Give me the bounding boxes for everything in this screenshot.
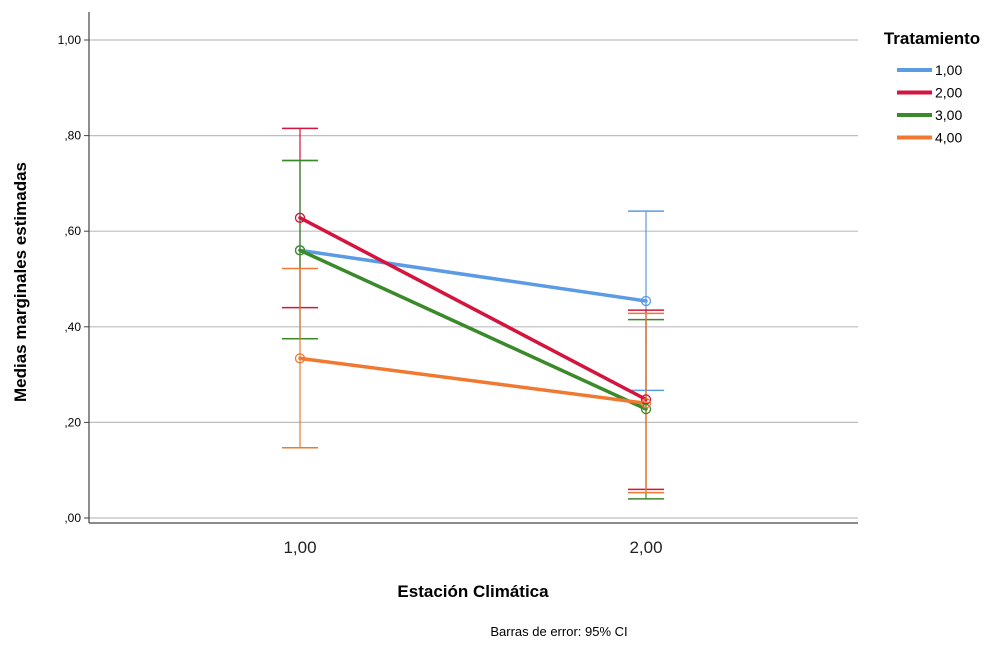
legend-title: Tratamiento (884, 29, 980, 48)
legend-label: 2,00 (935, 85, 962, 101)
x-tick-label: 2,00 (629, 538, 662, 557)
x-tick-label: 1,00 (283, 538, 316, 557)
data-point (640, 398, 652, 409)
error-bar-footnote: Barras de error: 95% CI (490, 624, 627, 639)
y-tick-label: ,20 (64, 415, 81, 429)
series-line (298, 248, 648, 411)
x-axis-label: Estación Climática (397, 582, 549, 601)
y-axis-label: Medias marginales estimadas (11, 162, 30, 402)
data-point (294, 245, 306, 256)
y-tick-label: ,60 (64, 224, 81, 238)
data-point (640, 295, 652, 307)
data-point (294, 212, 306, 223)
legend: Tratamiento 1,00 2,00 3,00 4,00 (884, 29, 980, 146)
legend-label: 3,00 (935, 107, 962, 123)
series-line (298, 216, 648, 402)
y-tick-label: 1,00 (58, 33, 82, 47)
legend-label: 1,00 (935, 62, 962, 78)
data-point (294, 353, 306, 364)
series-line (298, 356, 648, 406)
y-tick-label: ,00 (64, 511, 81, 525)
legend-label: 4,00 (935, 130, 962, 146)
series-line (298, 248, 648, 303)
y-tick-label: ,80 (64, 129, 81, 143)
y-tick-label: ,40 (64, 320, 81, 334)
data-point (640, 403, 652, 415)
